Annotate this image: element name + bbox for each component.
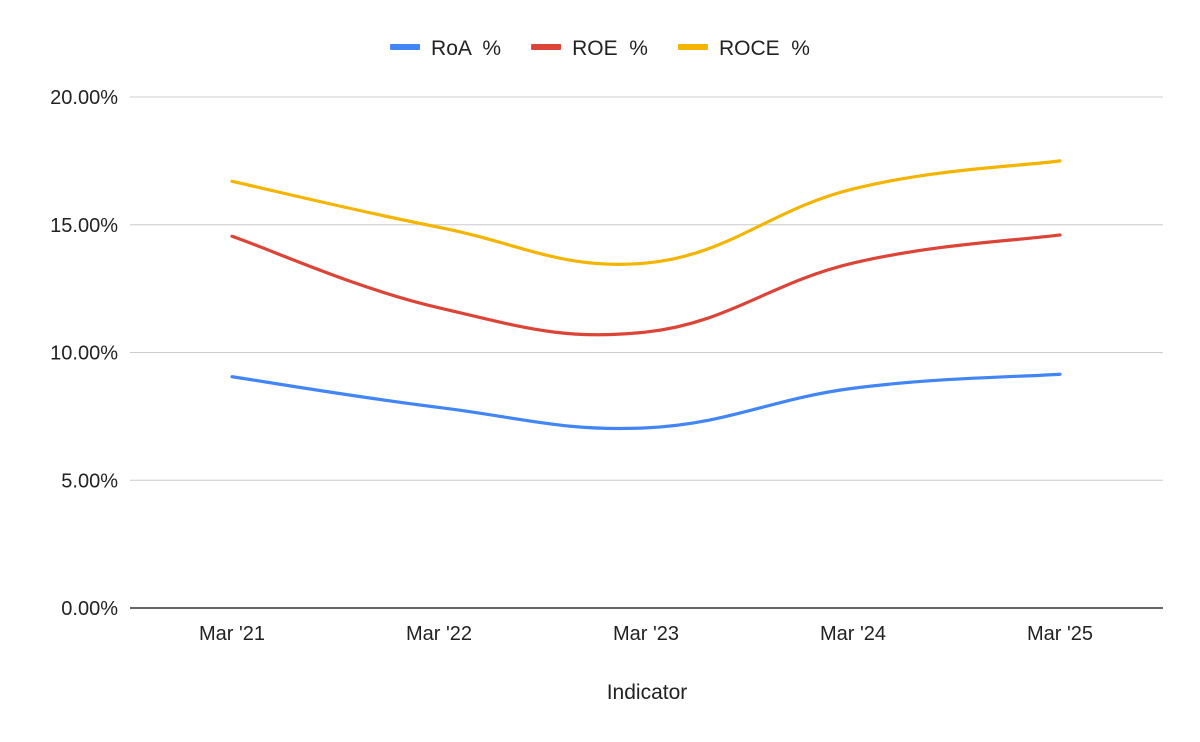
series-lines — [230, 159, 1062, 431]
x-tick-label: Mar '21 — [199, 623, 265, 645]
gridlines — [130, 96, 1163, 609]
x-axis-title: Indicator — [607, 681, 688, 704]
series-line-roa — [230, 372, 1062, 431]
legend-item-roa: RoA % — [390, 37, 501, 60]
legend-item-roe: ROE % — [531, 37, 648, 60]
y-tick-label: 0.00% — [61, 598, 118, 620]
y-tick-label: 10.00% — [50, 343, 118, 365]
series-line-roce — [230, 159, 1062, 266]
x-axis: Mar '21 Mar '22 Mar '23 Mar '24 Mar '25 — [199, 623, 1093, 645]
y-tick-label: 5.00% — [61, 470, 118, 492]
y-tick-label: 20.00% — [50, 87, 118, 109]
x-tick-label: Mar '23 — [613, 623, 679, 645]
legend-swatch-roce — [677, 44, 708, 50]
x-tick-label: Mar '22 — [406, 623, 472, 645]
y-tick-label: 15.00% — [50, 215, 118, 237]
x-tick-label: Mar '24 — [820, 623, 886, 645]
x-tick-label: Mar '25 — [1027, 623, 1093, 645]
legend-swatch-roe — [531, 44, 562, 50]
legend-swatch-roa — [390, 44, 421, 50]
legend-label: ROCE % — [719, 37, 810, 60]
y-axis: 0.00% 5.00% 10.00% 15.00% 20.00% — [50, 87, 118, 620]
series-line-roe — [230, 233, 1062, 337]
legend-item-roce: ROCE % — [677, 37, 810, 60]
legend: RoA % ROE % ROCE % — [390, 37, 810, 60]
legend-label: RoA % — [431, 37, 501, 60]
legend-label: ROE % — [572, 37, 648, 60]
